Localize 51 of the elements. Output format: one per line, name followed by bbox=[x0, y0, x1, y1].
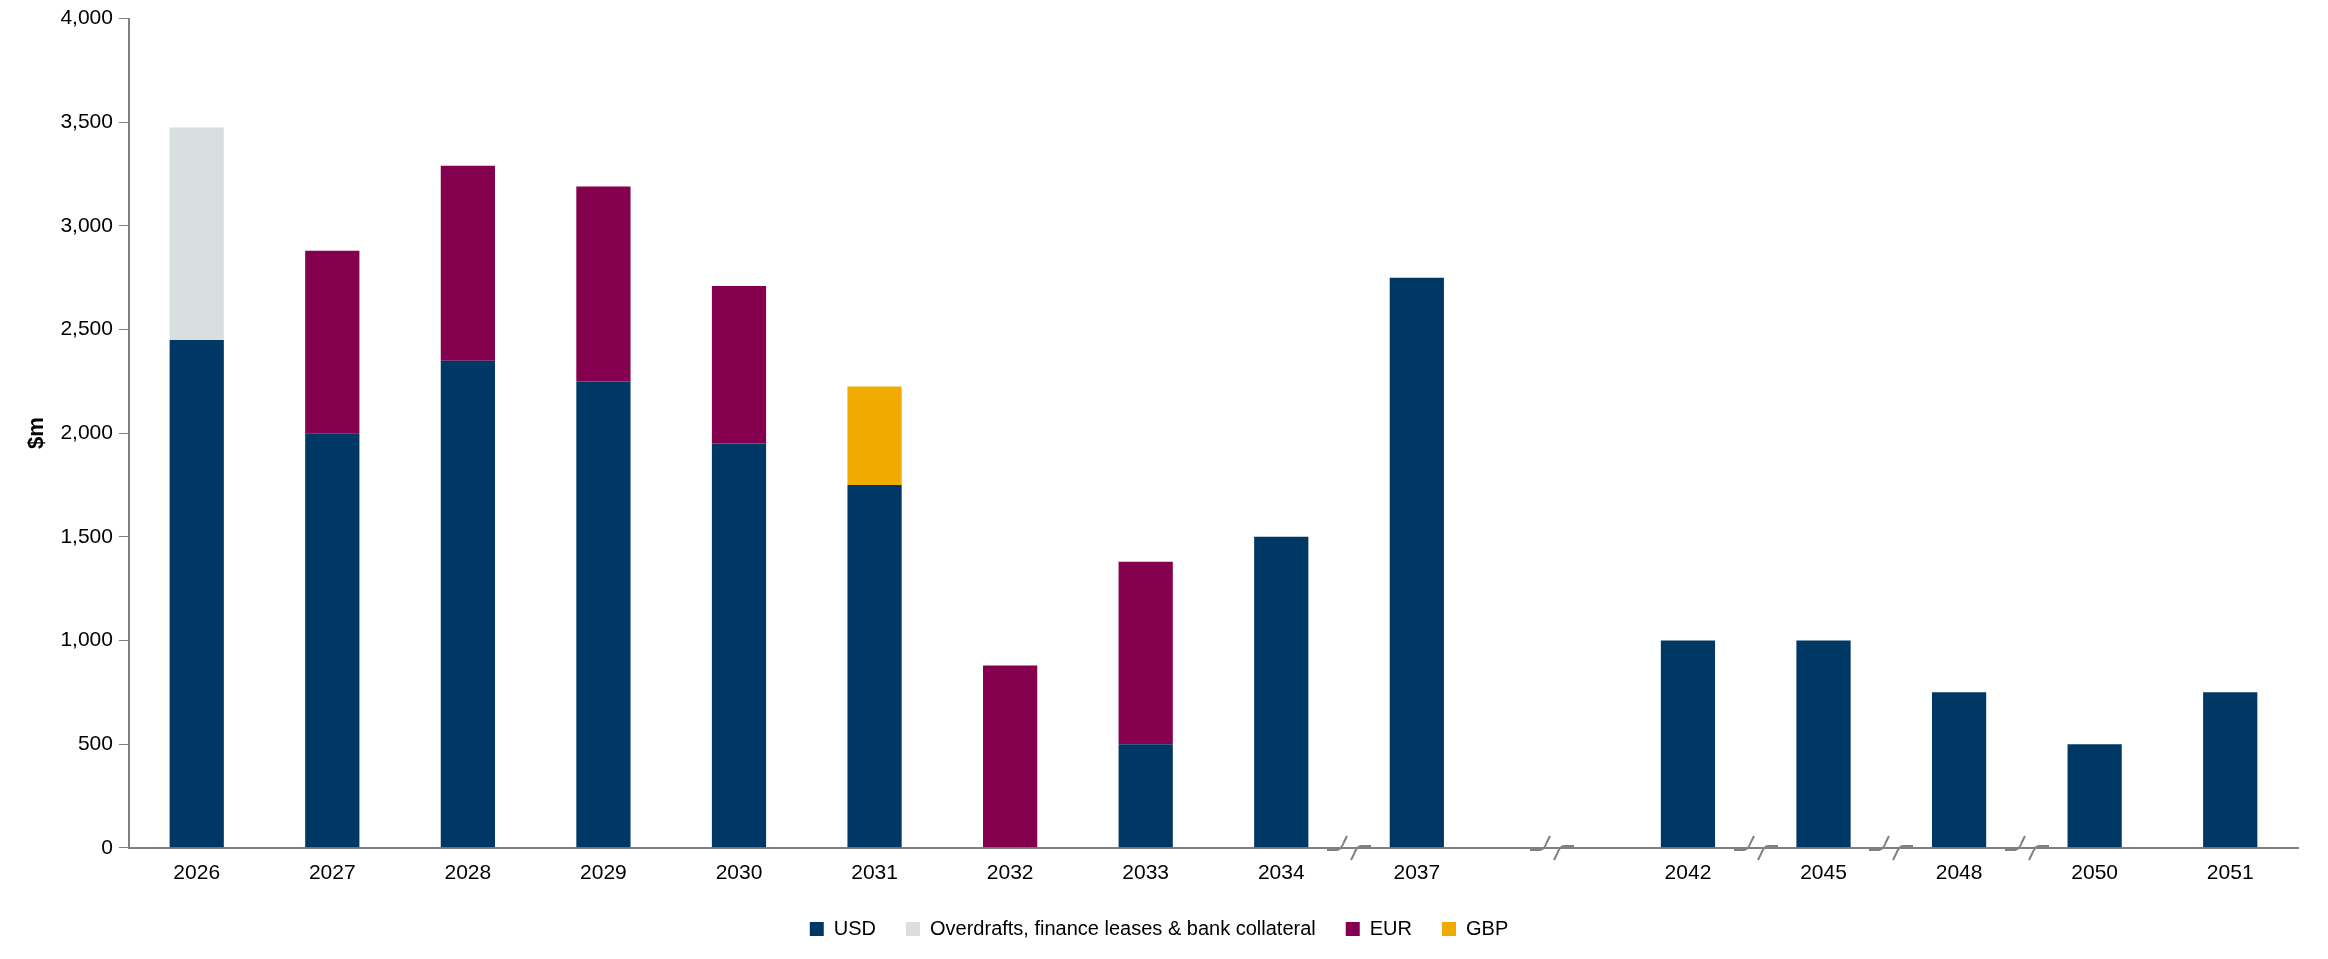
x-tick-label: 2045 bbox=[1800, 860, 1847, 884]
bar bbox=[440, 165, 495, 361]
bar bbox=[711, 443, 767, 848]
bar bbox=[1118, 744, 1173, 848]
bar bbox=[305, 250, 360, 434]
bar bbox=[711, 286, 767, 444]
x-tick-label: 2026 bbox=[173, 860, 221, 884]
x-tick-label: 2050 bbox=[2071, 860, 2119, 884]
y-tick-label: 4,000 bbox=[60, 5, 113, 29]
bar bbox=[1254, 536, 1309, 848]
bar bbox=[1660, 640, 1716, 848]
bar bbox=[1118, 561, 1173, 745]
y-tick-label: 3,000 bbox=[60, 212, 113, 236]
y-tick-label: 2,000 bbox=[60, 420, 113, 443]
legend-label: Overdrafts, finance leases & bank collateral bbox=[930, 916, 1316, 939]
x-tick-label: 2037 bbox=[1393, 860, 1441, 884]
bar bbox=[305, 433, 360, 848]
legend-label: USD bbox=[833, 916, 877, 939]
bar bbox=[983, 665, 1038, 848]
bar bbox=[1796, 640, 1851, 848]
bar bbox=[1931, 692, 1987, 848]
x-tick-label: 2030 bbox=[715, 860, 763, 884]
bar bbox=[576, 381, 631, 848]
bar bbox=[1389, 277, 1444, 848]
y-tick-label: 500 bbox=[77, 730, 113, 754]
y-axis-title: $m bbox=[23, 417, 49, 450]
legend-label: EUR bbox=[1369, 916, 1412, 939]
bar bbox=[847, 386, 902, 486]
bar bbox=[576, 186, 631, 382]
legend-label: GBP bbox=[1465, 916, 1509, 939]
y-tick-label: 1,500 bbox=[60, 523, 113, 547]
bar bbox=[2067, 744, 2122, 848]
y-tick-label: 2,500 bbox=[60, 316, 113, 340]
x-tick-label: 2031 bbox=[851, 860, 898, 884]
bar bbox=[440, 360, 495, 848]
x-tick-label: 2033 bbox=[1122, 860, 1170, 884]
x-tick-label: 2032 bbox=[986, 860, 1034, 884]
x-tick-label: 2034 bbox=[1257, 860, 1305, 884]
x-tick-label: 2051 bbox=[2206, 860, 2254, 884]
x-tick-label: 2029 bbox=[580, 860, 627, 884]
y-tick-label: 1,000 bbox=[60, 627, 113, 651]
x-tick-label: 2027 bbox=[308, 860, 356, 884]
bar bbox=[169, 127, 224, 340]
x-tick-label: 2028 bbox=[444, 860, 492, 884]
bar bbox=[169, 339, 224, 848]
bar bbox=[847, 485, 902, 848]
y-tick-label: 3,500 bbox=[60, 109, 113, 133]
bar bbox=[2203, 692, 2258, 848]
y-tick-label: 0 bbox=[101, 834, 113, 858]
x-tick-label: 2048 bbox=[1935, 860, 1983, 884]
x-tick-label: 2042 bbox=[1664, 860, 1712, 884]
